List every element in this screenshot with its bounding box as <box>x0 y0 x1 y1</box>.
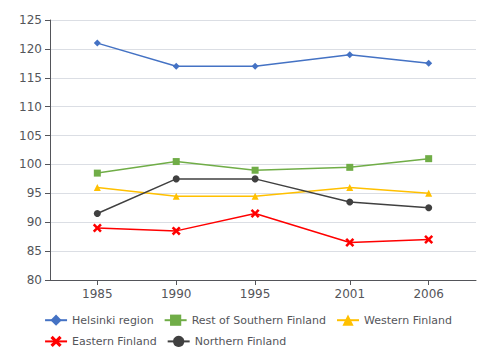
svg-text:100: 100 <box>19 157 42 171</box>
svg-text:1990: 1990 <box>161 287 192 301</box>
svg-text:1985: 1985 <box>82 287 113 301</box>
svg-text:95: 95 <box>27 186 42 200</box>
svg-text:2001: 2001 <box>335 287 366 301</box>
svg-text:Northern Finland: Northern Finland <box>195 335 287 348</box>
svg-text:2006: 2006 <box>413 287 444 301</box>
svg-text:1995: 1995 <box>240 287 271 301</box>
svg-text:Rest of Southern Finland: Rest of Southern Finland <box>192 314 326 327</box>
svg-text:120: 120 <box>19 42 42 56</box>
svg-text:Eastern Finland: Eastern Finland <box>72 335 157 348</box>
svg-text:125: 125 <box>19 13 42 27</box>
svg-text:110: 110 <box>19 100 42 114</box>
svg-text:Western Finland: Western Finland <box>364 314 452 327</box>
svg-text:85: 85 <box>27 244 42 258</box>
svg-text:80: 80 <box>27 273 42 287</box>
svg-text:115: 115 <box>19 71 42 85</box>
svg-text:90: 90 <box>27 215 42 229</box>
svg-text:Helsinki region: Helsinki region <box>72 314 154 327</box>
svg-text:105: 105 <box>19 129 42 143</box>
